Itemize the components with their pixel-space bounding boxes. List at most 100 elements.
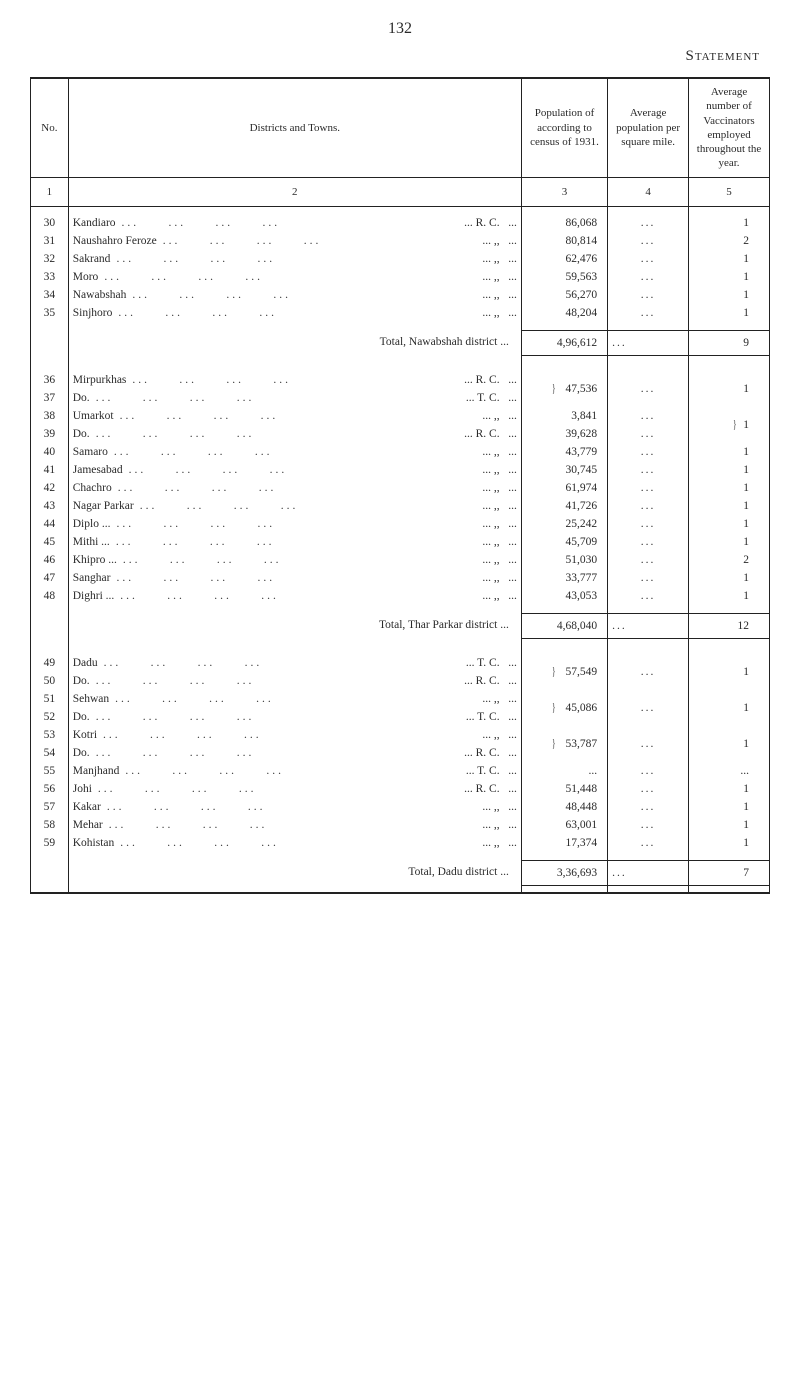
total-pop: 4,68,040 [521, 613, 607, 638]
district-name: Mirpurkhas [73, 374, 133, 386]
table-row: 30 Kandiaro ... ... ... ... ... R. C. ..… [31, 214, 770, 232]
district-suffix: ... ,, ... [427, 482, 517, 494]
district-name: Do. [73, 711, 96, 723]
district-cell: Sinjhoro ... ... ... ... ... ,, ... [73, 307, 517, 319]
total-vac: 9 [689, 330, 770, 355]
district-name: Do. [73, 675, 96, 687]
leader-dots: ... ... ... ... [116, 253, 426, 265]
table-row: 35 Sinjhoro ... ... ... ... ... ,, ... 4… [31, 304, 770, 322]
district-suffix: ... ,, ... [427, 837, 517, 849]
district-suffix: ... ,, ... [427, 518, 517, 530]
district-cell: Do. ... ... ... ... ... R. C. ... [73, 747, 517, 759]
total-row: Total, Thar Parkar district ... 4,68,040… [31, 613, 770, 638]
district-suffix: ... T. C. ... [427, 711, 517, 723]
leader-dots: ... ... ... ... [104, 657, 427, 669]
statement-table: No. Districts and Towns. Population of a… [30, 77, 770, 894]
district-cell: Moro ... ... ... ... ... ,, ... [73, 271, 517, 283]
district-cell: Do. ... ... ... ... ... R. C. ... [73, 675, 517, 687]
district-suffix: ... R. C. ... [427, 374, 517, 386]
spacer-row [31, 646, 770, 654]
district-name: Diplo ... [73, 518, 117, 530]
district-cell: Nagar Parkar ... ... ... ... ... ,, ... [73, 500, 517, 512]
table-row: 42 Chachro ... ... ... ... ... ,, ... 61… [31, 479, 770, 497]
district-name: Manjhand [73, 765, 126, 777]
total-row: Total, Dadu district ... 3,36,693 ... 7 [31, 860, 770, 885]
leader-dots: ... ... ... ... [107, 801, 427, 813]
total-avg: ... [608, 613, 689, 638]
table-row: 49 Dadu ... ... ... ... ... T. C. ... } … [31, 654, 770, 672]
district-cell: Naushahro Feroze ... ... ... ... ... ,, … [73, 235, 517, 247]
district-name: Do. [73, 428, 96, 440]
total-label: Total, Thar Parkar district ... [68, 613, 521, 638]
district-cell: Do. ... ... ... ... ... R. C. ... [73, 428, 517, 440]
table-row: 47 Sanghar ... ... ... ... ... ,, ... 33… [31, 569, 770, 587]
district-cell: Sakrand ... ... ... ... ... ,, ... [73, 253, 517, 265]
district-suffix: ... R. C. ... [427, 428, 517, 440]
district-name: Do. [73, 392, 96, 404]
leader-dots: ... ... ... ... [96, 747, 427, 759]
spacer-row [31, 206, 770, 214]
district-cell: Kohistan ... ... ... ... ... ,, ... [73, 837, 517, 849]
district-suffix: ... R. C. ... [427, 783, 517, 795]
leader-dots: ... ... ... ... [120, 837, 427, 849]
leader-dots: ... ... ... ... [96, 675, 427, 687]
leader-dots: ... ... ... ... [116, 536, 427, 548]
total-vac: 7 [689, 860, 770, 885]
district-cell: Mirpurkhas ... ... ... ... ... R. C. ... [73, 374, 517, 386]
table-row: 31 Naushahro Feroze ... ... ... ... ... … [31, 232, 770, 250]
leader-dots: ... ... ... ... [96, 711, 427, 723]
district-name: Kakar [73, 801, 107, 813]
header-avg: Average population per square mile. [608, 78, 689, 177]
subhead-4: 4 [608, 177, 689, 206]
district-cell: Sehwan ... ... ... ... ... ,, ... [73, 693, 517, 705]
leader-dots: ... ... ... ... [98, 783, 427, 795]
table-row: 55 Manjhand ... ... ... ... ... T. C. ..… [31, 762, 770, 780]
subhead-3: 3 [521, 177, 607, 206]
spacer-row [31, 852, 770, 860]
district-cell: Sanghar ... ... ... ... ... ,, ... [73, 572, 517, 584]
section-title: Statement [30, 48, 770, 65]
table-row: 48 Dighri ... ... ... ... ... ... ,, ...… [31, 587, 770, 605]
district-name: Kandiaro [73, 217, 122, 229]
header-vac: Average number of Vaccinators employed t… [689, 78, 770, 177]
spacer-row [31, 322, 770, 330]
total-avg: ... [608, 330, 689, 355]
district-cell: Johi ... ... ... ... ... R. C. ... [73, 783, 517, 795]
leader-dots: ... ... ... ... [104, 271, 427, 283]
leader-dots: ... ... ... ... [120, 410, 427, 422]
leader-dots: ... ... ... ... [123, 554, 427, 566]
district-name: Nagar Parkar [73, 500, 140, 512]
leader-dots: ... ... ... ... [163, 235, 427, 247]
header-population: Population of according to census of 193… [521, 78, 607, 177]
leader-dots: ... ... ... ... [129, 464, 427, 476]
district-cell: Dighri ... ... ... ... ... ... ,, ... [73, 590, 517, 602]
leader-dots: ... ... ... ... [125, 765, 426, 777]
district-name: Johi [73, 783, 98, 795]
table-row: 32 Sakrand ... ... ... ... ... ,, ... 62… [31, 250, 770, 268]
district-suffix: ... ,, ... [427, 271, 517, 283]
subhead-1: 1 [31, 177, 69, 206]
table-row: 57 Kakar ... ... ... ... ... ,, ... 48,4… [31, 798, 770, 816]
district-suffix: ... ,, ... [427, 235, 517, 247]
district-suffix: ... ,, ... [427, 500, 517, 512]
district-name: Naushahro Feroze [73, 235, 163, 247]
table-row: 58 Mehar ... ... ... ... ... ,, ... 63,0… [31, 816, 770, 834]
district-name: Do. [73, 747, 96, 759]
leader-dots: ... ... ... ... [140, 500, 427, 512]
district-cell: Chachro ... ... ... ... ... ,, ... [73, 482, 517, 494]
table-row: 40 Samaro ... ... ... ... ... ,, ... 43,… [31, 443, 770, 461]
district-suffix: ... ,, ... [427, 446, 517, 458]
spacer-row [31, 605, 770, 613]
district-suffix: ... ,, ... [427, 572, 517, 584]
leader-dots: ... ... ... ... [132, 374, 426, 386]
brace-icon: } [552, 383, 555, 395]
district-name: Jamesabad [73, 464, 129, 476]
district-suffix: ... ,, ... [427, 289, 517, 301]
header-no: No. [31, 78, 69, 177]
table-row: 46 Khipro ... ... ... ... ... ... ,, ...… [31, 551, 770, 569]
spacer-row [31, 638, 770, 646]
leader-dots: ... ... ... ... [132, 289, 426, 301]
table-row: 51 Sehwan ... ... ... ... ... ,, ... } 4… [31, 690, 770, 708]
table-row: 36 Mirpurkhas ... ... ... ... ... R. C. … [31, 371, 770, 389]
leader-dots: ... ... ... ... [122, 217, 427, 229]
